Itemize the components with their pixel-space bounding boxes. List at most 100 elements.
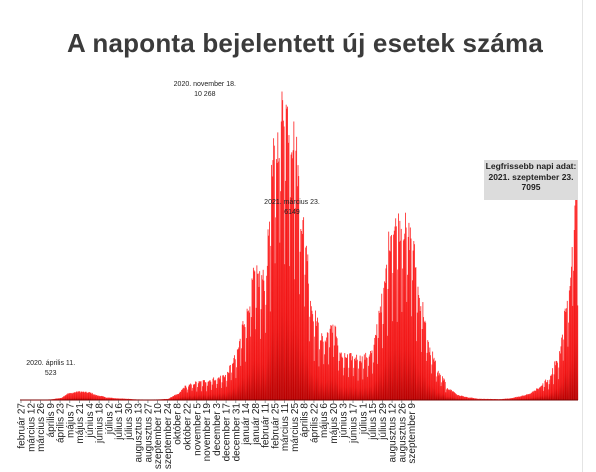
day-bar xyxy=(363,354,365,400)
day-bar xyxy=(446,389,448,400)
day-bar xyxy=(361,362,362,400)
day-bar xyxy=(321,333,323,400)
day-bar xyxy=(123,398,125,400)
day-bar xyxy=(319,340,321,400)
day-bar xyxy=(344,353,346,400)
day-bar xyxy=(179,392,180,400)
day-bar xyxy=(63,396,65,400)
day-bar xyxy=(485,398,487,400)
day-bar xyxy=(465,396,466,400)
day-bar xyxy=(347,377,349,400)
day-bar xyxy=(515,397,517,400)
day-bar xyxy=(225,374,226,400)
day-bar xyxy=(216,383,218,400)
day-bar xyxy=(473,397,475,400)
day-bar xyxy=(503,398,505,400)
day-bar xyxy=(218,377,220,400)
x-tick-label: július 29 xyxy=(378,403,389,441)
day-bar xyxy=(413,241,415,400)
day-bar xyxy=(324,340,326,400)
day-bar xyxy=(317,322,319,400)
day-bar xyxy=(280,121,282,401)
day-bar xyxy=(471,397,473,400)
day-bar xyxy=(448,389,450,400)
day-bar xyxy=(529,393,531,400)
day-bar xyxy=(505,398,507,400)
day-bar xyxy=(250,317,252,400)
day-bar xyxy=(128,398,130,400)
day-bar xyxy=(232,362,234,400)
day-bar xyxy=(109,397,111,400)
day-bar xyxy=(77,392,79,400)
day-bar xyxy=(82,391,84,400)
day-bar xyxy=(67,393,69,400)
day-bar xyxy=(467,397,469,400)
day-bar xyxy=(375,335,377,400)
day-bar xyxy=(414,267,416,400)
day-bar xyxy=(66,394,68,400)
day-bar xyxy=(58,398,60,400)
day-bar xyxy=(121,398,122,400)
day-bar xyxy=(455,393,457,400)
day-bar xyxy=(382,324,384,400)
day-bar xyxy=(278,158,280,400)
day-bar xyxy=(305,245,307,400)
day-bar xyxy=(247,311,249,400)
day-bar xyxy=(487,398,489,400)
day-bar xyxy=(260,309,262,400)
day-bar xyxy=(394,226,396,400)
day-bar xyxy=(308,341,310,400)
day-bar xyxy=(371,350,373,400)
day-bar xyxy=(404,233,406,400)
day-bar xyxy=(443,378,445,400)
day-bar xyxy=(378,310,380,400)
day-bar xyxy=(282,100,284,400)
right-border-line xyxy=(582,0,583,472)
day-bar xyxy=(313,360,315,400)
day-bar xyxy=(236,367,238,400)
day-bar xyxy=(543,386,545,400)
day-bar xyxy=(215,379,217,400)
day-bar xyxy=(527,394,529,400)
day-bar xyxy=(345,358,347,400)
day-bar xyxy=(98,395,100,400)
day-bar xyxy=(422,302,424,400)
day-bar xyxy=(372,373,374,400)
day-bar xyxy=(472,398,474,400)
day-bar xyxy=(70,393,72,400)
day-bar xyxy=(290,154,292,400)
x-tick-label: augusztus 12 xyxy=(388,403,399,463)
day-bar xyxy=(188,386,189,400)
day-bar xyxy=(73,392,75,400)
day-bar xyxy=(393,230,395,400)
day-bar xyxy=(68,393,69,400)
day-bar xyxy=(248,312,250,400)
day-bar xyxy=(213,377,215,400)
day-bar xyxy=(333,356,335,400)
day-bar xyxy=(566,308,567,400)
day-bar xyxy=(568,322,570,400)
day-bar xyxy=(221,382,223,400)
day-bar xyxy=(107,397,109,400)
day-bar xyxy=(384,282,386,400)
day-bar xyxy=(121,398,123,400)
day-bar xyxy=(379,306,381,400)
day-bar xyxy=(366,358,368,400)
day-bar xyxy=(407,236,409,400)
day-bar xyxy=(217,378,219,400)
day-bar xyxy=(361,356,363,400)
day-bar xyxy=(312,321,314,400)
day-bar xyxy=(105,397,107,400)
day-bar xyxy=(250,336,252,400)
day-bar xyxy=(79,391,81,400)
day-bar xyxy=(93,394,95,400)
day-bar xyxy=(391,321,393,400)
day-bar xyxy=(322,341,324,400)
day-bar xyxy=(186,392,188,400)
day-bar xyxy=(197,387,199,400)
day-bar xyxy=(237,349,239,400)
day-bar xyxy=(210,381,212,400)
